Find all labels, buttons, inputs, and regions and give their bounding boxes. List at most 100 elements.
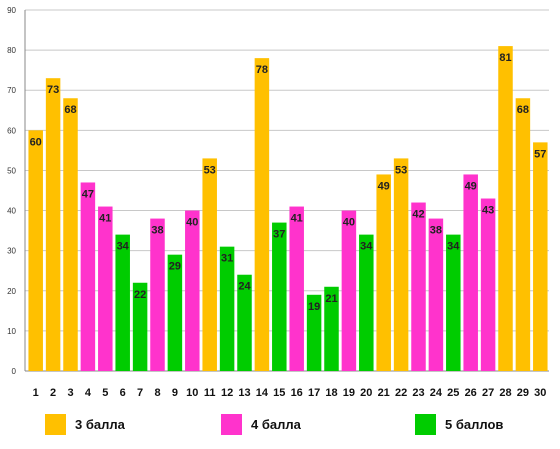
bar xyxy=(272,222,287,371)
bar-value-label: 53 xyxy=(395,164,407,176)
y-tick-label: 90 xyxy=(7,6,16,15)
bar-value-label: 29 xyxy=(169,261,181,273)
bar-value-label: 42 xyxy=(412,209,424,221)
bar xyxy=(428,218,444,371)
bar-value-label: 68 xyxy=(64,104,76,116)
y-tick-label: 70 xyxy=(7,86,16,95)
bar-value-label: 31 xyxy=(221,253,233,265)
y-tick-label: 50 xyxy=(7,166,16,175)
x-tick-label: 5 xyxy=(102,387,108,399)
bar-value-label: 57 xyxy=(534,148,546,160)
x-tick-label: 12 xyxy=(221,387,233,399)
x-tick-label: 22 xyxy=(395,387,407,399)
x-tick-label: 7 xyxy=(137,387,143,399)
x-tick-label: 8 xyxy=(154,387,160,399)
bar xyxy=(254,58,270,372)
bar-value-label: 60 xyxy=(30,136,42,148)
x-tick-label: 10 xyxy=(186,387,198,399)
bar xyxy=(202,158,217,371)
bar xyxy=(446,234,461,371)
bar-value-label: 19 xyxy=(308,301,320,313)
y-tick-label: 60 xyxy=(7,126,16,135)
y-tick-label: 0 xyxy=(12,367,17,376)
x-tick-label: 26 xyxy=(465,387,477,399)
x-tick-label: 24 xyxy=(430,387,443,399)
x-tick-label: 15 xyxy=(273,387,285,399)
bar xyxy=(480,198,496,371)
bar xyxy=(411,202,426,371)
x-tick-label: 13 xyxy=(238,387,250,399)
x-tick-label: 29 xyxy=(517,387,529,399)
x-tick-label: 4 xyxy=(85,387,92,399)
bar xyxy=(185,210,200,371)
x-tick-label: 18 xyxy=(325,387,337,399)
bar-value-label: 38 xyxy=(430,225,442,237)
y-tick-label: 30 xyxy=(7,247,16,256)
x-tick-label: 30 xyxy=(534,387,546,399)
x-tick-label: 16 xyxy=(291,387,303,399)
bar-value-label: 37 xyxy=(273,229,285,241)
y-tick-label: 20 xyxy=(7,287,16,296)
x-tick-label: 20 xyxy=(360,387,372,399)
y-tick-label: 80 xyxy=(7,46,16,55)
x-tick-label: 14 xyxy=(256,387,269,399)
bar xyxy=(376,174,391,371)
x-tick-label: 25 xyxy=(447,387,459,399)
bar xyxy=(98,206,113,371)
legend-swatch-5-points xyxy=(415,414,436,435)
bar xyxy=(463,174,478,371)
y-tick-label: 40 xyxy=(7,207,16,216)
bar-value-label: 40 xyxy=(186,217,198,229)
x-tick-label: 23 xyxy=(412,387,424,399)
x-tick-label: 9 xyxy=(172,387,178,399)
x-tick-label: 21 xyxy=(378,387,390,399)
x-tick-label: 2 xyxy=(50,387,56,399)
bar-value-label: 34 xyxy=(117,241,130,253)
bar-value-label: 81 xyxy=(499,52,511,64)
bar xyxy=(533,142,548,371)
bar-value-label: 43 xyxy=(482,205,494,217)
bar-value-label: 34 xyxy=(360,241,373,253)
bar-value-label: 22 xyxy=(134,289,146,301)
bar-value-label: 21 xyxy=(325,293,337,305)
bar-value-label: 78 xyxy=(256,64,268,76)
legend-label-5-points: 5 баллов xyxy=(445,417,504,432)
bar-value-label: 53 xyxy=(204,164,216,176)
legend-item-3-points: 3 балла xyxy=(45,414,125,435)
bar xyxy=(515,98,531,371)
x-tick-label: 3 xyxy=(67,387,73,399)
bar xyxy=(237,274,252,371)
bar xyxy=(306,294,322,371)
bar xyxy=(63,98,78,371)
bar xyxy=(359,234,374,371)
bar-value-label: 47 xyxy=(82,188,94,200)
bar xyxy=(498,46,513,371)
bar-value-label: 49 xyxy=(465,180,477,192)
x-tick-label: 28 xyxy=(499,387,511,399)
bar xyxy=(341,210,357,371)
bar-value-label: 41 xyxy=(291,213,303,225)
bar-value-label: 73 xyxy=(47,84,59,96)
bar xyxy=(150,218,165,371)
x-tick-label: 1 xyxy=(33,387,39,399)
bar xyxy=(115,234,130,371)
legend-swatch-4-points xyxy=(221,414,242,435)
bar xyxy=(324,286,339,371)
x-tick-label: 19 xyxy=(343,387,355,399)
legend-item-5-points: 5 баллов xyxy=(415,414,503,435)
bar xyxy=(45,78,61,371)
bar xyxy=(219,246,235,371)
bar xyxy=(167,254,183,371)
bar-value-label: 49 xyxy=(378,180,390,192)
y-tick-label: 10 xyxy=(7,327,16,336)
bar-value-label: 40 xyxy=(343,217,355,229)
legend-label-4-points: 4 балла xyxy=(251,417,301,432)
bar-value-label: 68 xyxy=(517,104,529,116)
bar-value-label: 34 xyxy=(447,241,460,253)
x-tick-label: 17 xyxy=(308,387,320,399)
bar xyxy=(132,282,148,371)
bar-value-label: 41 xyxy=(99,213,111,225)
x-tick-label: 27 xyxy=(482,387,494,399)
